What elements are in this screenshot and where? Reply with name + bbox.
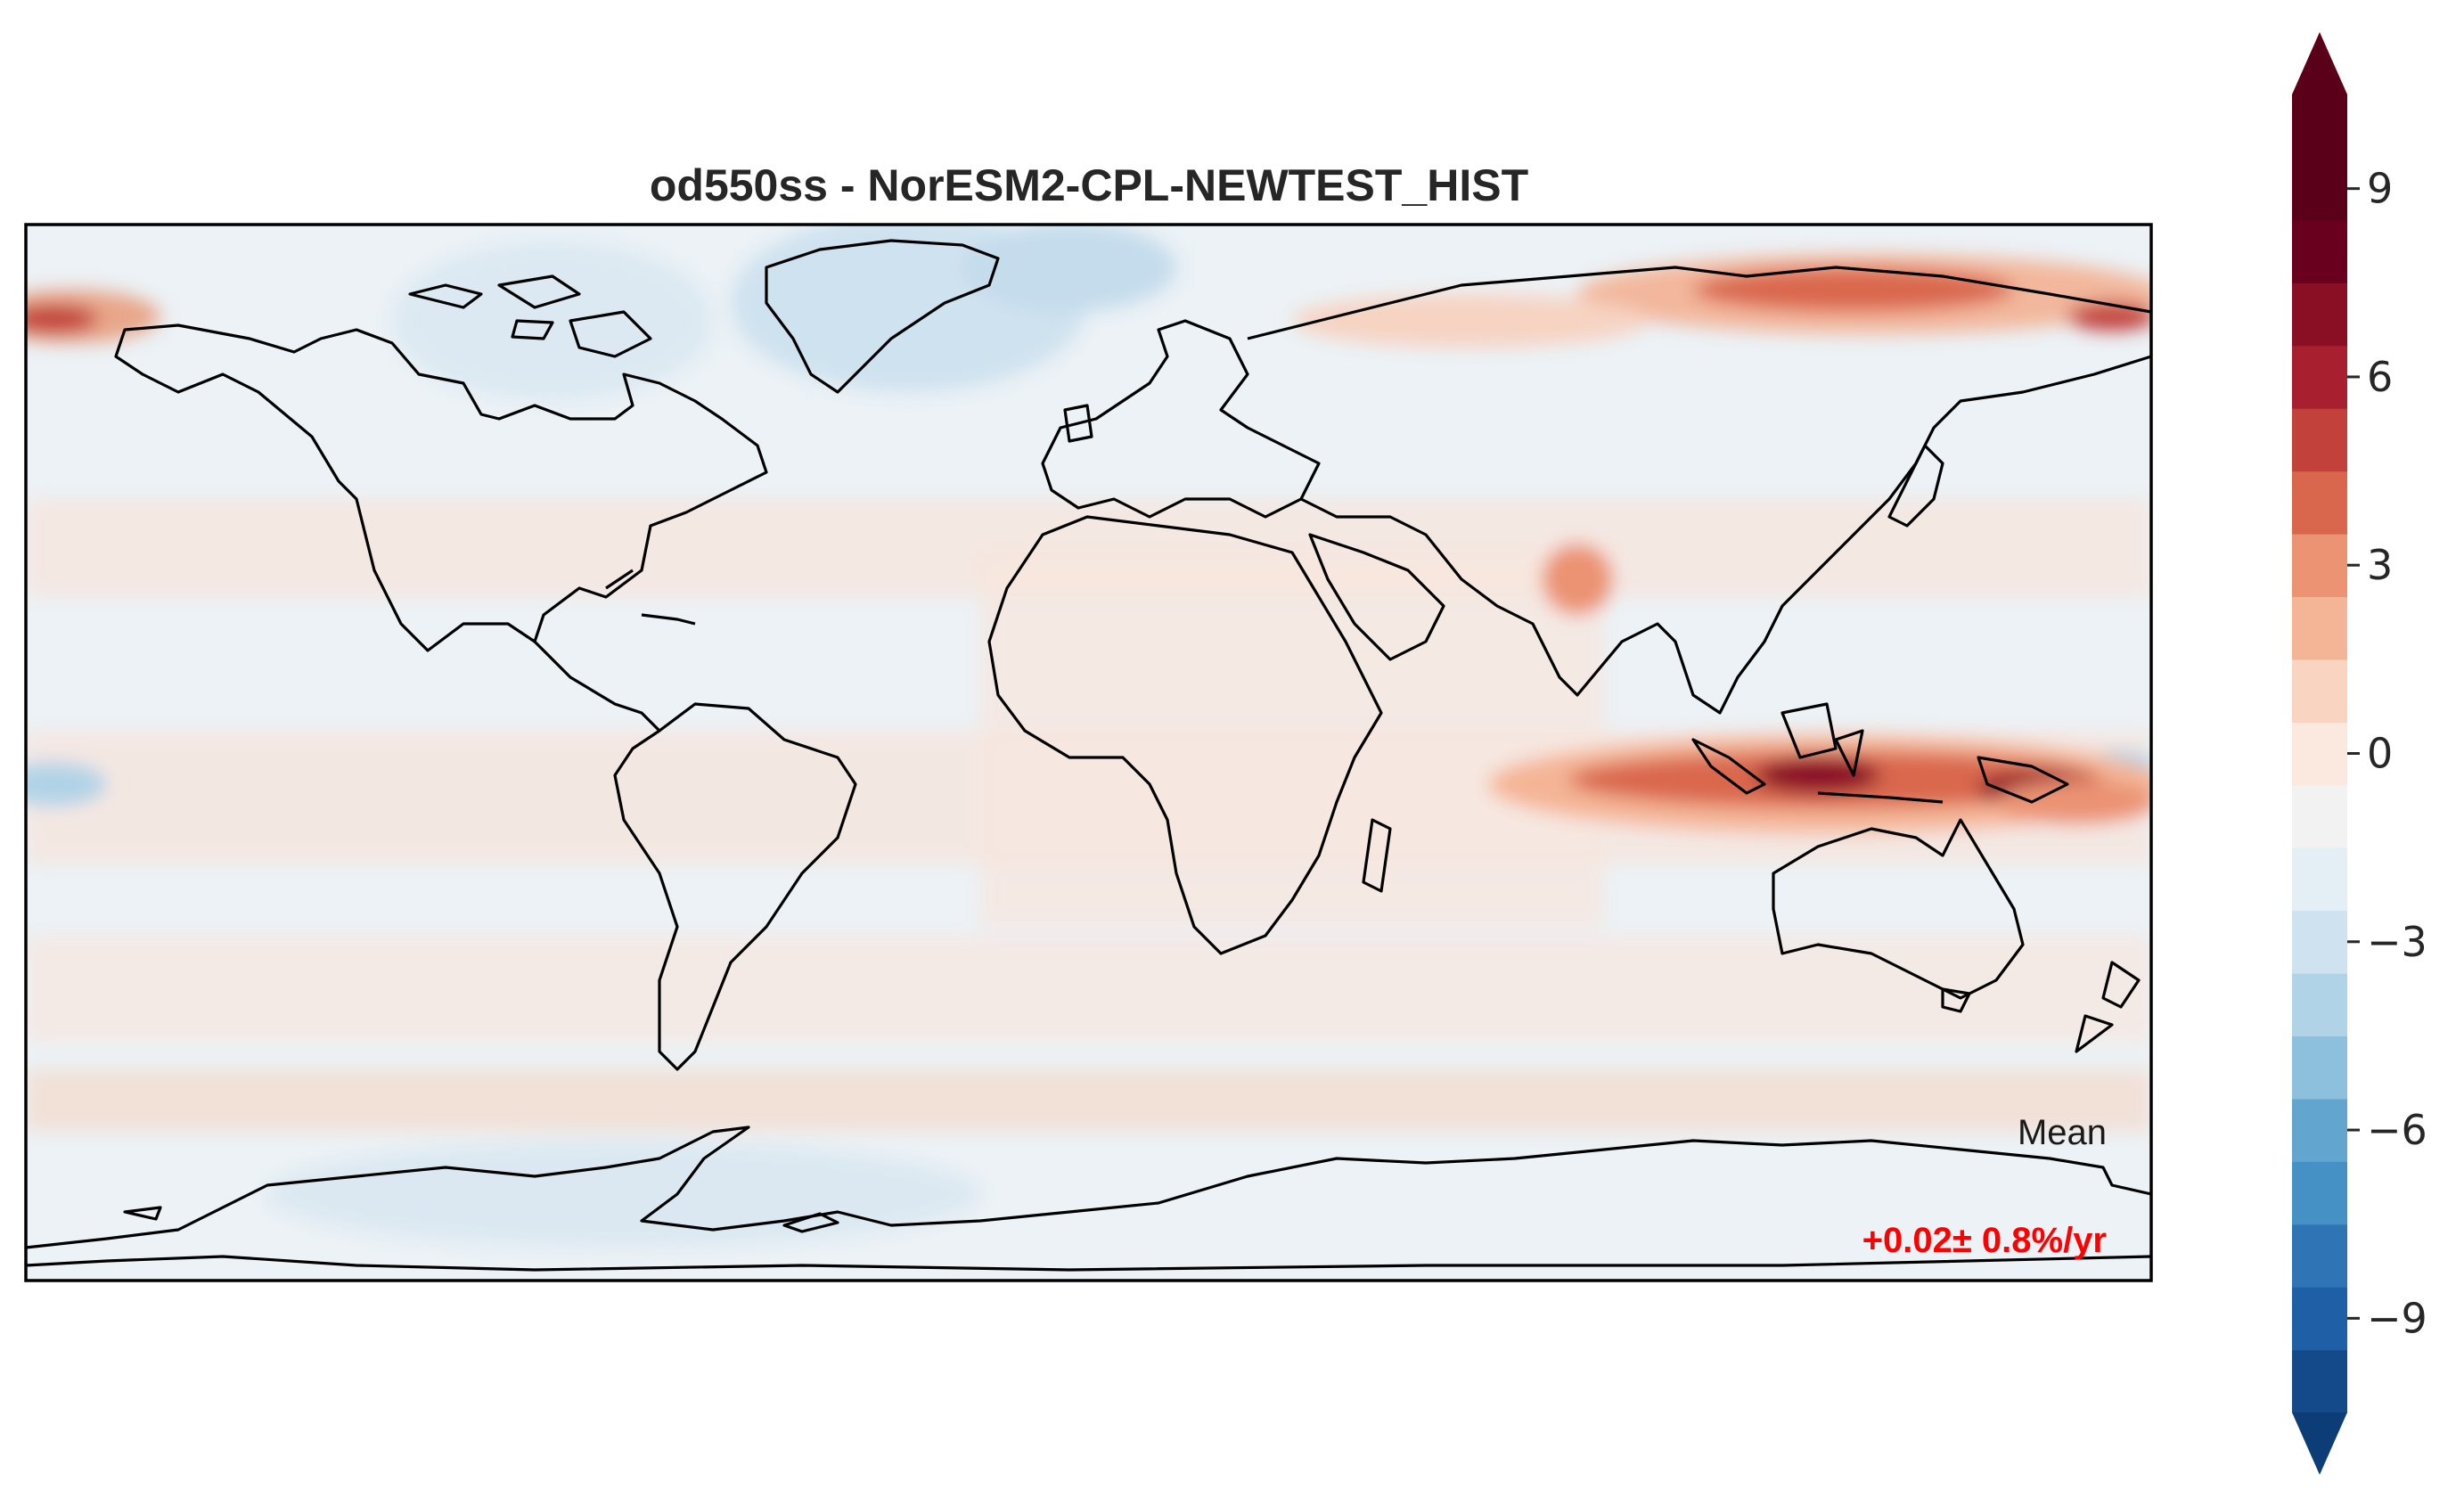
colorbar-level xyxy=(2292,1349,2347,1413)
map-frame xyxy=(24,223,2153,1282)
colorbar-tick-label: 6 xyxy=(2367,353,2393,401)
colorbar-level xyxy=(2292,659,2347,723)
map-panel xyxy=(26,225,2151,1281)
colorbar-level xyxy=(2292,534,2347,598)
mean-label: Mean xyxy=(2018,1113,2107,1152)
colorbar: −9 −6 −3 0 3 6 9 xyxy=(2292,32,2427,1475)
colorbar-extend-max xyxy=(2292,32,2347,94)
colorbar-level xyxy=(2292,94,2347,159)
colorbar-level xyxy=(2292,408,2347,472)
colorbar-tick-label: −6 xyxy=(2367,1106,2427,1154)
colorbar-level xyxy=(2292,973,2347,1037)
colorbar-level xyxy=(2292,784,2347,848)
colorbar-tick-label: −9 xyxy=(2367,1294,2427,1342)
colorbar-level xyxy=(2292,219,2347,283)
mean-value: +0.02± 0.8%/yr xyxy=(1862,1221,2107,1260)
colorbar-tick-label: −3 xyxy=(2367,918,2427,966)
colorbar-level xyxy=(2292,847,2347,912)
colorbar-tick-label: 0 xyxy=(2367,730,2393,778)
map-title: od550ss - NorESM2-CPL-NEWTEST_HIST xyxy=(650,160,1528,210)
colorbar-level xyxy=(2292,471,2347,535)
colorbar-level xyxy=(2292,1287,2347,1351)
colorbar-tick-label: 9 xyxy=(2367,165,2393,213)
colorbar-tick-label: 3 xyxy=(2367,541,2393,589)
colorbar-level xyxy=(2292,1224,2347,1288)
colorbar-level xyxy=(2292,1098,2347,1162)
colorbar-level xyxy=(2292,282,2347,347)
colorbar-level xyxy=(2292,596,2347,660)
colorbar-level xyxy=(2292,910,2347,974)
colorbar-extend-min xyxy=(2292,1412,2347,1475)
colorbar-level xyxy=(2292,345,2347,409)
colorbar-level xyxy=(2292,1161,2347,1225)
coastlines xyxy=(26,239,2151,1272)
colorbar-level xyxy=(2292,722,2347,786)
colorbar-level xyxy=(2292,1035,2347,1100)
colorbar-level xyxy=(2292,157,2347,221)
